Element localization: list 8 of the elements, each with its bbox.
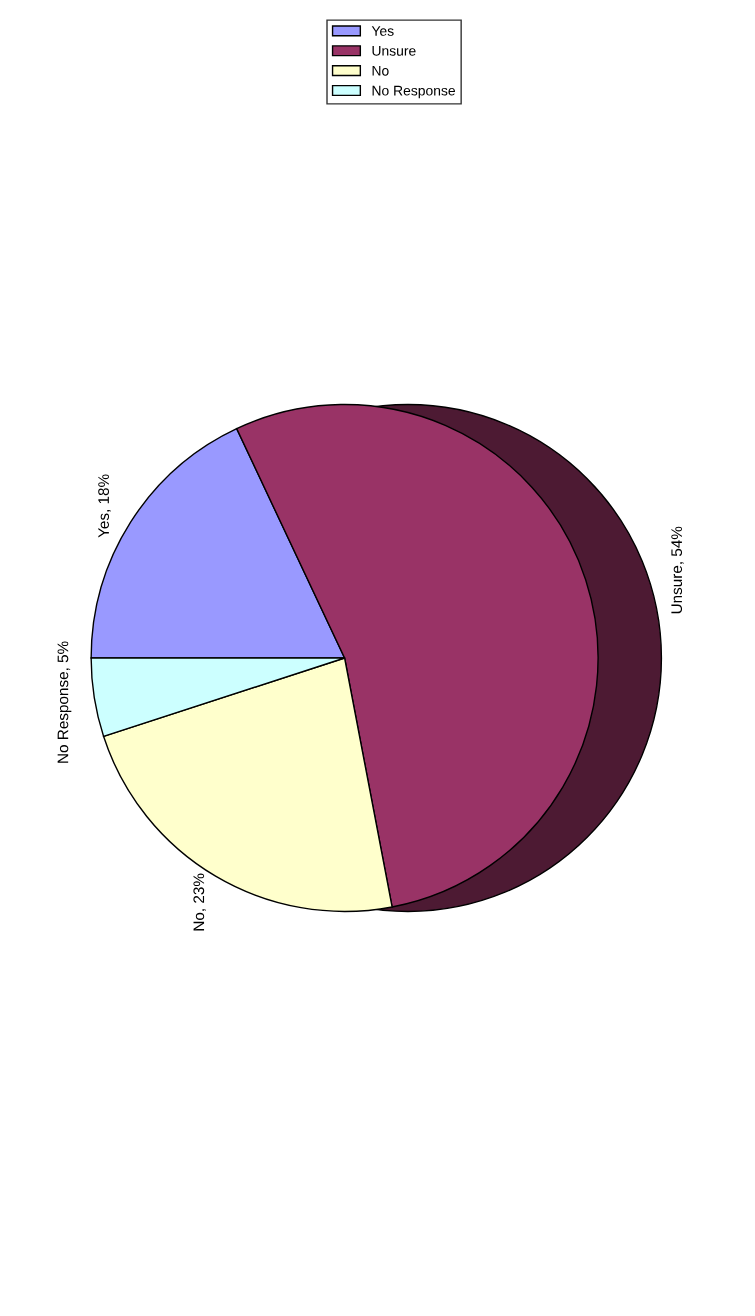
data-label: Yes, 18%: [98, 474, 111, 538]
data-label: Unsure, 54%: [671, 526, 684, 614]
data-label: No Response, 5%: [57, 641, 72, 763]
legend-label: Unsure: [372, 46, 416, 56]
legend-label: Yes: [371, 26, 394, 36]
legend-label: No Response: [372, 85, 455, 99]
data-label: No, 23%: [193, 873, 206, 931]
legend-label: No: [372, 65, 389, 76]
